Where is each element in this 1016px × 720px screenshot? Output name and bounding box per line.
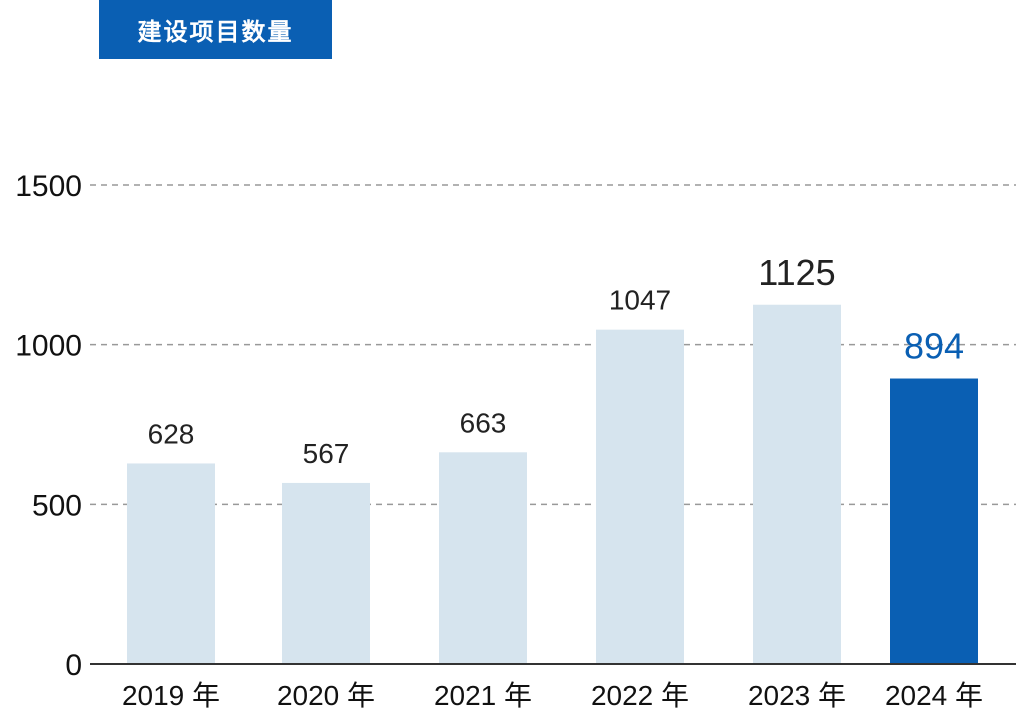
- x-tick-label: 2024 年: [885, 680, 983, 711]
- value-labels: 628 567 663 1047 1125 894: [148, 252, 964, 469]
- bar: [753, 304, 841, 664]
- x-tick-label: 2022 年: [591, 680, 689, 711]
- chart-title: 建设项目数量: [137, 18, 294, 46]
- grid-lines: [90, 184, 1016, 506]
- bar: [282, 482, 370, 664]
- data-label: 628: [148, 418, 195, 449]
- bar: [127, 463, 215, 664]
- y-tick-label: 0: [65, 649, 82, 682]
- bars: [127, 304, 978, 664]
- chart-title-box: 建设项目数量: [99, 0, 332, 59]
- x-tick-label: 2021 年: [434, 680, 532, 711]
- data-label: 567: [303, 438, 350, 469]
- bar: [439, 452, 527, 664]
- data-label: 663: [460, 407, 507, 438]
- y-axis-ticks: 0 500 1000 1500: [15, 170, 82, 682]
- y-tick-label: 1000: [15, 330, 82, 363]
- x-tick-label: 2020 年: [277, 680, 375, 711]
- y-tick-label: 500: [32, 489, 82, 522]
- bar: [596, 329, 684, 664]
- bar: [890, 378, 978, 664]
- data-label: 1125: [758, 252, 835, 293]
- y-tick-label: 1500: [15, 170, 82, 203]
- x-axis-labels: 2019 年 2020 年 2021 年 2022 年 2023 年 2024 年: [122, 680, 983, 711]
- data-label: 1047: [609, 285, 671, 316]
- data-label: 894: [904, 326, 964, 367]
- x-tick-label: 2023 年: [748, 680, 846, 711]
- x-tick-label: 2019 年: [122, 680, 220, 711]
